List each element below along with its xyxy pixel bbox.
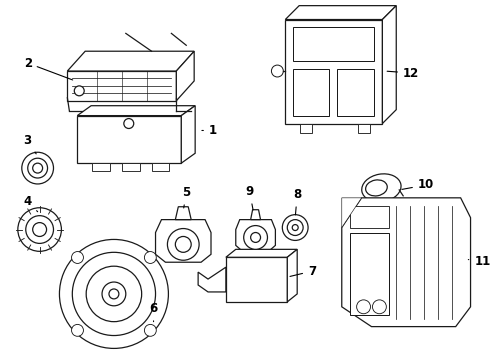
- Polygon shape: [285, 19, 382, 123]
- Polygon shape: [155, 220, 211, 262]
- Circle shape: [72, 324, 83, 336]
- Circle shape: [26, 216, 53, 243]
- Polygon shape: [77, 106, 195, 116]
- Circle shape: [372, 300, 386, 314]
- Polygon shape: [358, 123, 369, 134]
- Circle shape: [73, 252, 155, 336]
- Circle shape: [33, 163, 43, 173]
- Circle shape: [168, 229, 199, 260]
- Text: 3: 3: [24, 134, 36, 154]
- Circle shape: [74, 86, 84, 96]
- Text: 2: 2: [24, 57, 73, 80]
- Polygon shape: [175, 207, 191, 220]
- Circle shape: [86, 266, 142, 322]
- Text: 4: 4: [24, 195, 38, 212]
- Polygon shape: [300, 123, 312, 134]
- Ellipse shape: [366, 180, 387, 196]
- Polygon shape: [176, 51, 194, 101]
- Polygon shape: [350, 233, 390, 315]
- Circle shape: [33, 222, 47, 237]
- Polygon shape: [250, 210, 261, 220]
- Circle shape: [59, 239, 169, 348]
- Circle shape: [145, 252, 156, 264]
- Text: 11: 11: [468, 255, 490, 268]
- Polygon shape: [285, 6, 396, 19]
- Circle shape: [357, 300, 370, 314]
- Circle shape: [175, 237, 191, 252]
- Circle shape: [102, 282, 126, 306]
- Circle shape: [244, 226, 268, 249]
- Circle shape: [18, 208, 61, 251]
- Polygon shape: [122, 163, 140, 171]
- Circle shape: [28, 158, 48, 178]
- Polygon shape: [293, 27, 374, 61]
- Polygon shape: [350, 206, 390, 228]
- Circle shape: [287, 220, 303, 235]
- Text: 10: 10: [402, 179, 434, 192]
- Circle shape: [124, 118, 134, 129]
- Polygon shape: [337, 69, 374, 116]
- Circle shape: [22, 152, 53, 184]
- Text: 7: 7: [290, 265, 316, 278]
- Circle shape: [271, 65, 283, 77]
- Polygon shape: [151, 163, 170, 171]
- Polygon shape: [77, 116, 181, 163]
- Ellipse shape: [362, 174, 401, 202]
- Circle shape: [145, 324, 156, 336]
- Circle shape: [250, 233, 261, 242]
- Polygon shape: [67, 71, 176, 101]
- Polygon shape: [293, 69, 329, 116]
- Polygon shape: [181, 106, 195, 163]
- Circle shape: [109, 289, 119, 299]
- Text: 9: 9: [245, 185, 254, 210]
- Text: 12: 12: [387, 67, 419, 80]
- Polygon shape: [226, 249, 297, 257]
- Text: 6: 6: [149, 302, 158, 322]
- Polygon shape: [287, 249, 297, 302]
- Polygon shape: [67, 51, 194, 71]
- Polygon shape: [226, 257, 287, 302]
- Polygon shape: [342, 198, 470, 327]
- Text: 8: 8: [293, 188, 301, 215]
- Text: 1: 1: [202, 124, 217, 137]
- Text: 5: 5: [182, 186, 190, 208]
- Polygon shape: [92, 163, 110, 171]
- Polygon shape: [198, 267, 226, 292]
- Polygon shape: [236, 220, 275, 252]
- Polygon shape: [342, 198, 362, 228]
- Polygon shape: [382, 6, 396, 123]
- Circle shape: [282, 215, 308, 240]
- Circle shape: [72, 252, 83, 264]
- Circle shape: [292, 225, 298, 230]
